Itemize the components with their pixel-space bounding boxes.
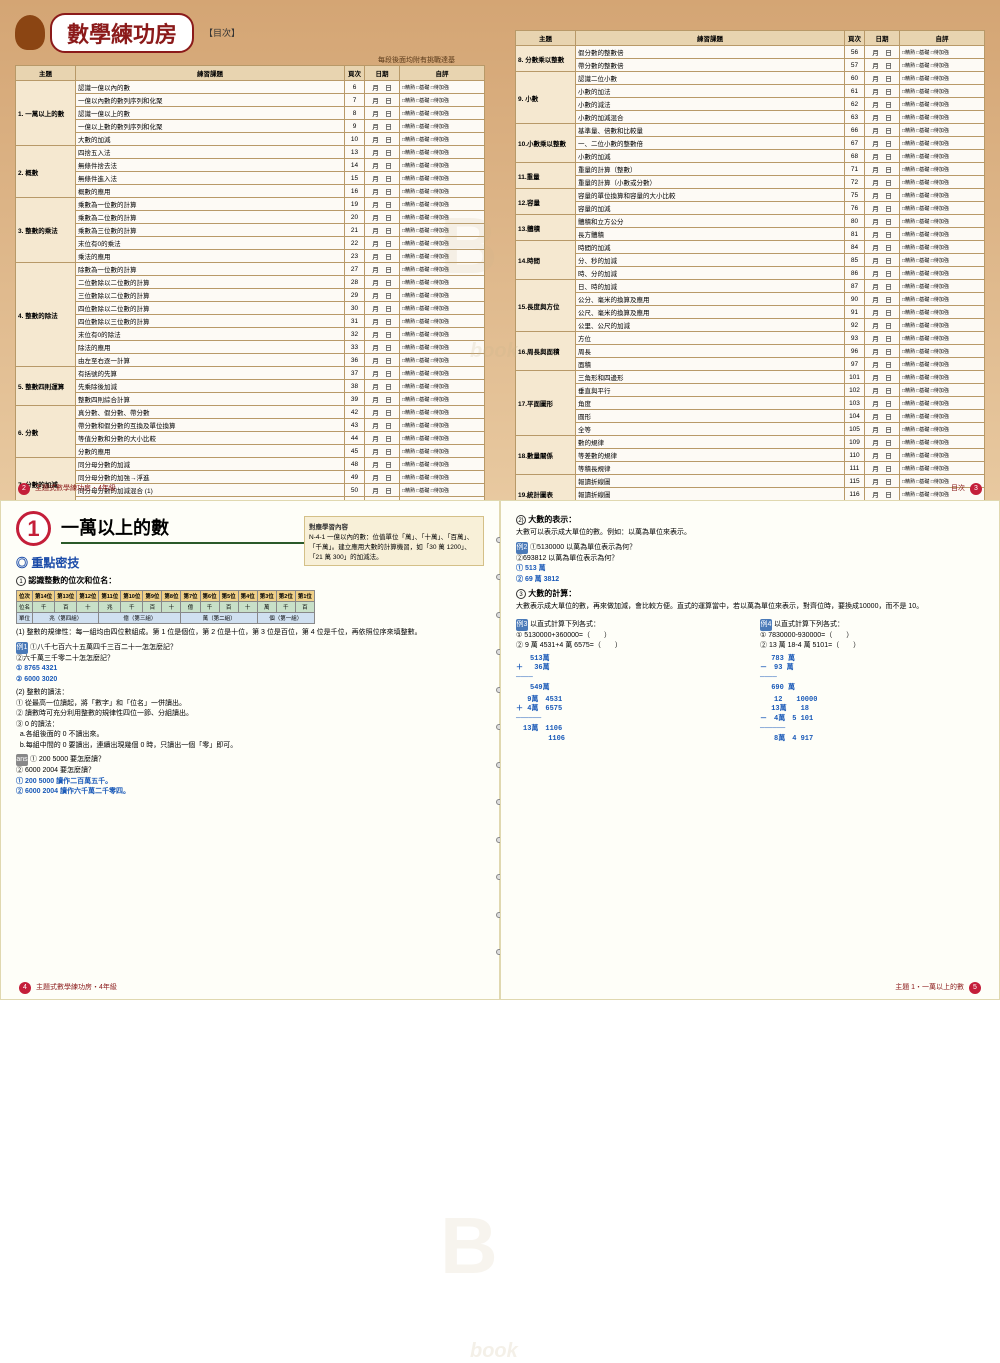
watermark-sub-2: book [470,1340,518,1363]
toc-subtitle: 【目次】 [204,26,240,39]
toc-note: 每段後面均附有挑戰達基 [15,55,455,65]
book-title: 數學練功房 [50,13,194,53]
example-3: 例2 ①5130000 以萬為單位表示為何？ ②693812 以萬為單位表示為何… [516,542,984,586]
toc-spread: 數學練功房 【目次】 每段後面均附有挑戰達基 主題練習課題頁次日期自評1. 一萬… [0,0,1000,500]
toc-left-page: 數學練功房 【目次】 每段後面均附有挑戰達基 主題練習課題頁次日期自評1. 一萬… [0,0,500,500]
watermark-2: B [440,1200,498,1292]
note-2: (2) 整數的讀法： ① 從最高一位讀起，將「數字」和「位名」一併讀出。 ② 讀… [16,688,484,751]
lesson-right-page: 2} 大數的表示： 大數可以表示成大單位的數。例如：以萬為單位來表示。 例2 ①… [500,500,1000,1000]
example-4: 例3 以直式計算下列各式： ① 5130000+360000=（ ） ② 9 萬… [516,619,740,652]
toc-banner: 數學練功房 【目次】 [15,10,485,55]
subsection-bignum-calc: 3 大數的計算： [516,588,984,599]
calculation-1: 513萬＋ 36萬──── 549萬 [516,655,740,694]
objective-box: 對應學習內容 N-4-1 一億以內的數：位值單位「萬」、「十萬」、「百萬」、「千… [304,516,484,566]
example-1: 例1 ①八千七百六十五萬四千三百二十一怎怎麼記？ ②六千萬三千零二十怎怎麼記？ … [16,642,484,686]
mascot-icon [15,15,45,50]
page-footer-right: 目次 3 [951,483,985,495]
objective-title: 對應學習內容 [309,521,479,531]
toc-table-left: 主題練習課題頁次日期自評1. 一萬以上的數認識一億以內的數6月 日□精熟 □基礎… [15,65,485,536]
answer-badge: ans [16,754,28,766]
note-1: (1) 整數的規律性：每一組均由四位數組成。第 1 位是個位，第 2 位是十位，… [16,628,484,639]
calculation-2: 9萬 4531＋ 4萬 6575────── 13萬 1106 1106 [516,696,740,745]
lesson-number: 1 [16,511,51,546]
place-value-table: 位次第14位第13位第12位第11位第10位第9位第8位第7位第6位第5位第4位… [16,590,315,624]
lesson-left-page: 1 一萬以上的數 對應學習內容 N-4-1 一億以內的數：位值單位「萬」、「十萬… [0,500,500,1000]
lesson-spread: 1 一萬以上的數 對應學習內容 N-4-1 一億以內的數：位值單位「萬」、「十萬… [0,500,1000,1000]
calculation-3: 783 萬－ 93 萬──── 690 萬 [760,655,984,694]
example-badge: 例1 [16,642,28,654]
objective-text: N-4-1 一億以內的數：位值單位「萬」、「十萬」、「百萬」、「千萬」。建立應用… [309,531,479,561]
calculation-4: 12 10000 13萬 18－ 4萬 5 101────── 8萬 4 917 [760,696,984,745]
toc-right-page: 主題練習課題頁次日期自評8. 分數乘以整數假分數的整數倍56月 日□精熟 □基礎… [500,0,1000,500]
subsection-bignum-display: 2} 大數的表示： [516,514,984,525]
lesson-footer-right: 主題 1‧一萬以上的數 5 [895,982,984,994]
lesson-footer-left: 4 主題式數學練功房‧4年級 [16,982,117,994]
toc-table-right: 主題練習課題頁次日期自評8. 分數乘以整數假分數的整數倍56月 日□精熟 □基礎… [515,30,985,553]
example-5: 例4 以直式計算下列各式： ① 7830000-930000=（ ） ② 13 … [760,619,984,652]
page-footer-left: 2 主題式數學練功房‧4年級 [15,483,116,495]
subsection-1: 1 認識整數的位次和位名： [16,575,484,586]
example-2: ans ① 200 5000 要怎麼讀？ ② 6000 2004 要怎麼讀？ ①… [16,754,484,798]
